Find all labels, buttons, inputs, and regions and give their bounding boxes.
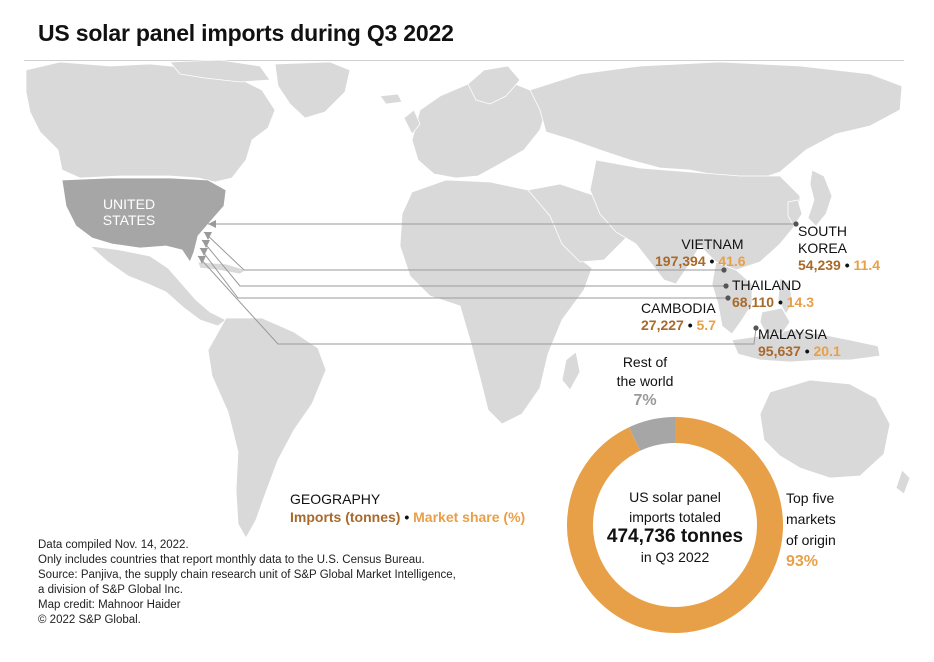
arrowhead-3	[202, 240, 210, 248]
greenland	[274, 61, 351, 119]
center-line-1: US solar panel	[629, 489, 721, 505]
market-name: VIETNAM	[681, 236, 744, 252]
marker-malaysia	[753, 325, 759, 331]
mexico-central-america	[88, 245, 227, 327]
connector-cambodia	[199, 247, 728, 299]
market-imports: 54,239	[798, 257, 841, 273]
marker-south-korea	[793, 221, 799, 227]
legend-imports: Imports (tonnes)	[290, 509, 401, 525]
page-title: US solar panel imports during Q3 2022	[38, 20, 454, 46]
marker-vietnam	[721, 267, 727, 273]
donut-center-text: US solar panel imports totaled 474,736 t…	[580, 487, 770, 567]
source-notes: Data compiled Nov. 14, 2022. Only includ…	[38, 538, 456, 628]
note-line: Data compiled Nov. 14, 2022.	[38, 539, 189, 551]
note-line: Only includes countries that report mont…	[38, 554, 425, 566]
connector-lines	[197, 223, 796, 345]
top5-label-line-1: Top five	[786, 490, 835, 506]
market-label-thailand: THAILAND 68,110 • 14.3	[732, 277, 814, 311]
market-imports: 68,110	[732, 294, 775, 310]
market-label-cambodia: CAMBODIA 27,227 • 5.7	[641, 300, 716, 334]
top5-pct: 93%	[786, 553, 819, 570]
market-name: KOREA	[798, 240, 848, 256]
southeast-asia	[711, 261, 753, 335]
united-states-shape	[61, 177, 227, 263]
market-label-south-korea: SOUTH KOREA 54,239 • 11.4	[798, 223, 880, 274]
legend-heading: GEOGRAPHY	[290, 491, 381, 507]
market-name: MALAYSIA	[758, 326, 827, 342]
british-isles	[403, 109, 421, 135]
donut-slice-top-five	[567, 417, 783, 633]
rest-pct: 7%	[633, 392, 657, 409]
separator: •	[844, 257, 850, 273]
rest-label-line-1: Rest of	[622, 354, 668, 370]
center-line-2: imports totaled	[629, 509, 721, 525]
marker-thailand	[723, 283, 729, 289]
legend-share: Market share (%)	[413, 509, 526, 525]
northern-asia	[529, 61, 903, 181]
market-label-malaysia: MALAYSIA 95,637 • 20.1	[758, 326, 841, 360]
market-share: 14.3	[786, 294, 814, 310]
australia	[759, 379, 891, 479]
top5-label-line-3: of origin	[786, 532, 836, 548]
borneo	[759, 307, 791, 335]
separator: •	[777, 294, 783, 310]
top-five-label: Top five markets of origin 93%	[786, 488, 836, 572]
market-name: THAILAND	[732, 277, 802, 293]
center-line-4: in Q3 2022	[640, 549, 710, 565]
market-markers	[721, 221, 799, 331]
connector-thailand	[201, 239, 726, 287]
rest-of-world-label: Rest of the world 7%	[600, 353, 690, 410]
iceland	[379, 93, 403, 105]
note-line: © 2022 S&P Global.	[38, 614, 141, 626]
caribbean	[197, 261, 247, 275]
note-line: Source: Panjiva, the supply chain resear…	[38, 569, 456, 581]
legend: GEOGRAPHY Imports (tonnes) • Market shar…	[290, 490, 525, 526]
connector-malaysia	[197, 255, 757, 345]
new-zealand	[895, 469, 911, 495]
arctic-islands	[169, 59, 271, 83]
market-share: 11.4	[853, 257, 880, 273]
arrowheads	[198, 220, 216, 264]
arrowhead-5	[198, 256, 206, 264]
market-name: SOUTH	[798, 223, 847, 239]
land-masses	[25, 59, 911, 539]
top5-label-line-2: markets	[786, 511, 836, 527]
south-america	[207, 317, 327, 539]
scandinavia	[467, 65, 521, 105]
separator: •	[804, 343, 810, 359]
arrowhead-2	[204, 232, 212, 240]
market-imports: 197,394	[655, 253, 706, 269]
us-label: UNITED STATES	[84, 196, 174, 228]
donut-chart	[567, 417, 783, 633]
market-share: 5.7	[696, 317, 716, 333]
connector-vietnam	[203, 231, 724, 271]
indonesia	[731, 329, 881, 363]
note-line: a division of S&P Global Inc.	[38, 584, 183, 596]
philippines	[777, 277, 793, 315]
arrowhead-1	[208, 220, 216, 228]
market-name: CAMBODIA	[641, 300, 716, 316]
separator: •	[687, 317, 693, 333]
title-divider	[24, 60, 904, 61]
separator: •	[404, 509, 410, 525]
us-label-line-1: UNITED	[102, 196, 156, 212]
japan	[807, 169, 833, 227]
market-share: 41.6	[718, 253, 746, 269]
madagascar	[561, 351, 581, 391]
center-total: 474,736 tonnes	[606, 526, 744, 547]
note-line: Map credit: Mahnoor Haider	[38, 599, 181, 611]
market-share: 20.1	[813, 343, 841, 359]
market-imports: 27,227	[641, 317, 684, 333]
market-label-vietnam: VIETNAM 197,394 • 41.6	[655, 236, 746, 270]
separator: •	[709, 253, 715, 269]
arrowhead-4	[200, 248, 208, 256]
us-label-line-2: STATES	[102, 212, 156, 228]
market-imports: 95,637	[758, 343, 801, 359]
donut-slice-rest-of-world	[629, 417, 676, 451]
korea	[787, 199, 803, 227]
rest-label-line-2: the world	[616, 373, 674, 389]
marker-cambodia	[725, 295, 731, 301]
